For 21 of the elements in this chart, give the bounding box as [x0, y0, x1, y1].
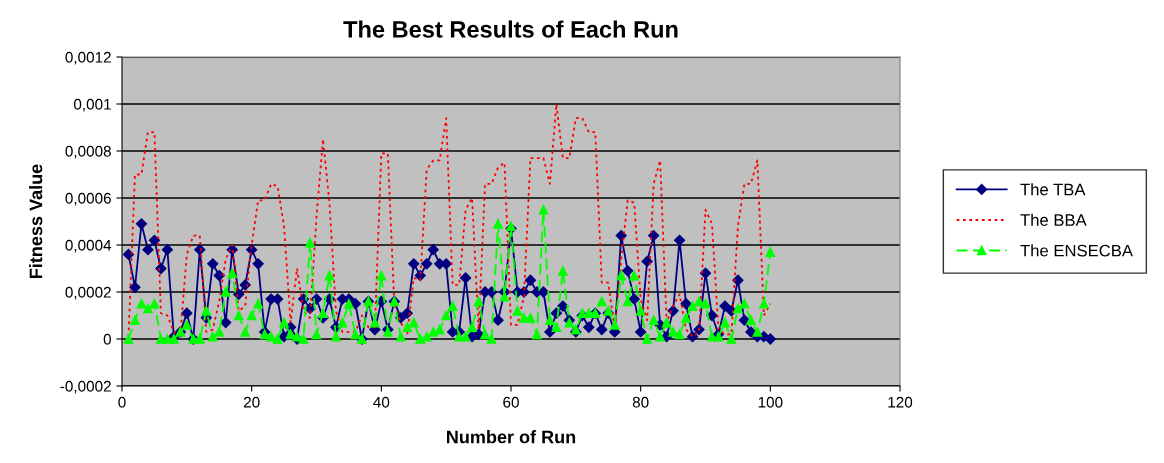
y-axis-title: Fitness Value [29, 164, 43, 278]
legend-label: The ENSECBA [1020, 244, 1133, 257]
x-tick-label: 80 [632, 396, 649, 408]
y-tick-label: 0,0012 [65, 51, 111, 65]
y-tick-label: 0,0002 [65, 286, 111, 300]
x-tick-label: 60 [503, 396, 519, 408]
x-axis-title: Number of Run [447, 430, 576, 444]
y-tick-label: 0,001 [73, 98, 111, 112]
x-tick-label: 20 [243, 396, 260, 408]
chart-title: The Best Results of Each Run [343, 20, 678, 38]
legend-label: The BBA [1020, 213, 1087, 226]
x-tick-label: 120 [888, 396, 913, 408]
y-tick-label: 0,0004 [65, 239, 112, 253]
x-tick-label: 100 [758, 396, 783, 408]
x-tick-label: 40 [373, 396, 390, 408]
y-tick-label: 0,0008 [65, 145, 111, 159]
legend-label: The TBA [1020, 183, 1086, 196]
y-tick-label: 0,0006 [65, 192, 111, 206]
y-tick-label: -0,0002 [60, 380, 111, 394]
y-tick-label: 0 [103, 333, 111, 345]
x-tick-label: 0 [118, 396, 126, 408]
